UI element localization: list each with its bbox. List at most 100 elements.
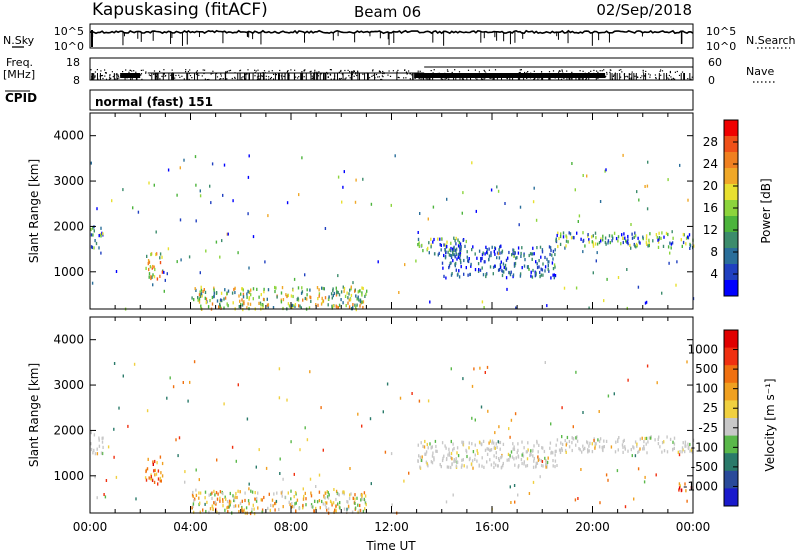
data-cell	[194, 287, 196, 291]
data-cell	[306, 288, 308, 292]
data-cell	[354, 200, 357, 204]
freq-dot	[125, 69, 127, 71]
data-cell	[574, 188, 576, 192]
data-cell	[452, 250, 454, 254]
freq-dot	[189, 69, 191, 71]
data-cell	[544, 269, 546, 273]
data-cell	[663, 235, 665, 239]
data-cell	[274, 502, 276, 506]
noise-tick-high-right: 10^5	[706, 25, 736, 38]
data-cell	[627, 242, 629, 246]
data-cell	[235, 491, 237, 496]
data-cell	[241, 303, 244, 307]
data-cell	[536, 461, 539, 465]
data-cell	[447, 453, 449, 457]
data-cell	[582, 231, 584, 235]
data-cell	[646, 242, 648, 246]
data-cell	[291, 502, 293, 506]
data-cell	[430, 237, 432, 241]
data-cell	[248, 502, 250, 506]
data-cell	[601, 448, 604, 452]
data-cell	[411, 392, 413, 395]
data-cell	[370, 482, 372, 486]
freq-dot	[642, 69, 644, 71]
freq-dot	[117, 75, 120, 77]
freq-dot	[234, 72, 236, 74]
data-cell	[669, 437, 672, 441]
freq-dot	[155, 75, 157, 78]
data-cell	[636, 442, 638, 446]
data-cell	[642, 235, 644, 239]
data-cell	[293, 277, 296, 281]
freq-dot	[264, 72, 266, 74]
data-cell	[361, 497, 363, 501]
colorbar-cell	[724, 136, 738, 153]
velocity-data-cells	[90, 360, 695, 516]
data-cell	[663, 440, 665, 444]
data-cell	[349, 493, 351, 497]
data-cell	[324, 501, 327, 505]
data-cell	[584, 244, 586, 248]
freq-dot	[378, 70, 381, 73]
data-cell	[669, 241, 671, 245]
data-cell	[521, 440, 523, 444]
freq-dot	[571, 71, 573, 73]
data-cell	[575, 436, 577, 440]
data-cell	[488, 441, 490, 445]
data-cell	[538, 443, 540, 447]
data-cell	[309, 477, 312, 481]
data-cell	[482, 439, 485, 443]
freq-dot	[309, 71, 311, 73]
data-cell	[154, 459, 156, 464]
data-cell	[287, 491, 289, 495]
data-cell	[554, 459, 557, 463]
freq-dot	[101, 74, 104, 77]
data-cell	[493, 441, 495, 445]
data-cell	[417, 237, 420, 241]
data-cell	[547, 264, 549, 268]
freq-dot	[109, 78, 111, 80]
data-cell	[458, 240, 461, 245]
freq-block	[414, 73, 606, 78]
data-cell	[518, 223, 520, 227]
data-cell	[430, 446, 432, 450]
freq-dot	[599, 70, 601, 72]
data-cell	[503, 270, 505, 274]
data-cell	[304, 426, 306, 430]
x-tick-label: 04:00	[173, 520, 208, 534]
data-cell	[161, 474, 164, 478]
data-cell	[663, 449, 666, 453]
data-cell	[204, 296, 206, 300]
data-cell	[453, 236, 455, 240]
data-cell	[599, 501, 601, 505]
data-cell	[247, 499, 250, 503]
data-cell	[293, 495, 295, 499]
data-cell	[602, 445, 604, 449]
power-colorbar-label: Power [dB]	[759, 178, 773, 243]
data-cell	[167, 168, 170, 172]
data-cell	[625, 239, 627, 243]
data-cell	[205, 509, 207, 514]
data-cell	[551, 253, 553, 257]
data-cell	[521, 246, 523, 250]
data-cell	[605, 439, 608, 443]
freq-dot	[344, 78, 346, 80]
freq-dot	[388, 70, 390, 72]
data-cell	[391, 503, 393, 507]
data-cell	[523, 264, 526, 268]
freq-dot	[187, 70, 189, 73]
data-cell	[493, 461, 495, 465]
freq-dot	[640, 77, 642, 79]
station-title: Kapuskasing (fitACF)	[92, 0, 268, 20]
freq-dot	[241, 79, 243, 81]
data-cell	[488, 257, 490, 261]
data-cell	[359, 508, 362, 513]
freq-dot	[518, 72, 520, 74]
data-cell	[238, 510, 240, 514]
freq-dot	[185, 69, 187, 71]
data-cell	[688, 233, 691, 237]
colorbar-cell	[724, 365, 738, 384]
data-cell	[335, 293, 338, 297]
colorbar-cell	[724, 280, 738, 297]
data-cell	[693, 244, 695, 248]
